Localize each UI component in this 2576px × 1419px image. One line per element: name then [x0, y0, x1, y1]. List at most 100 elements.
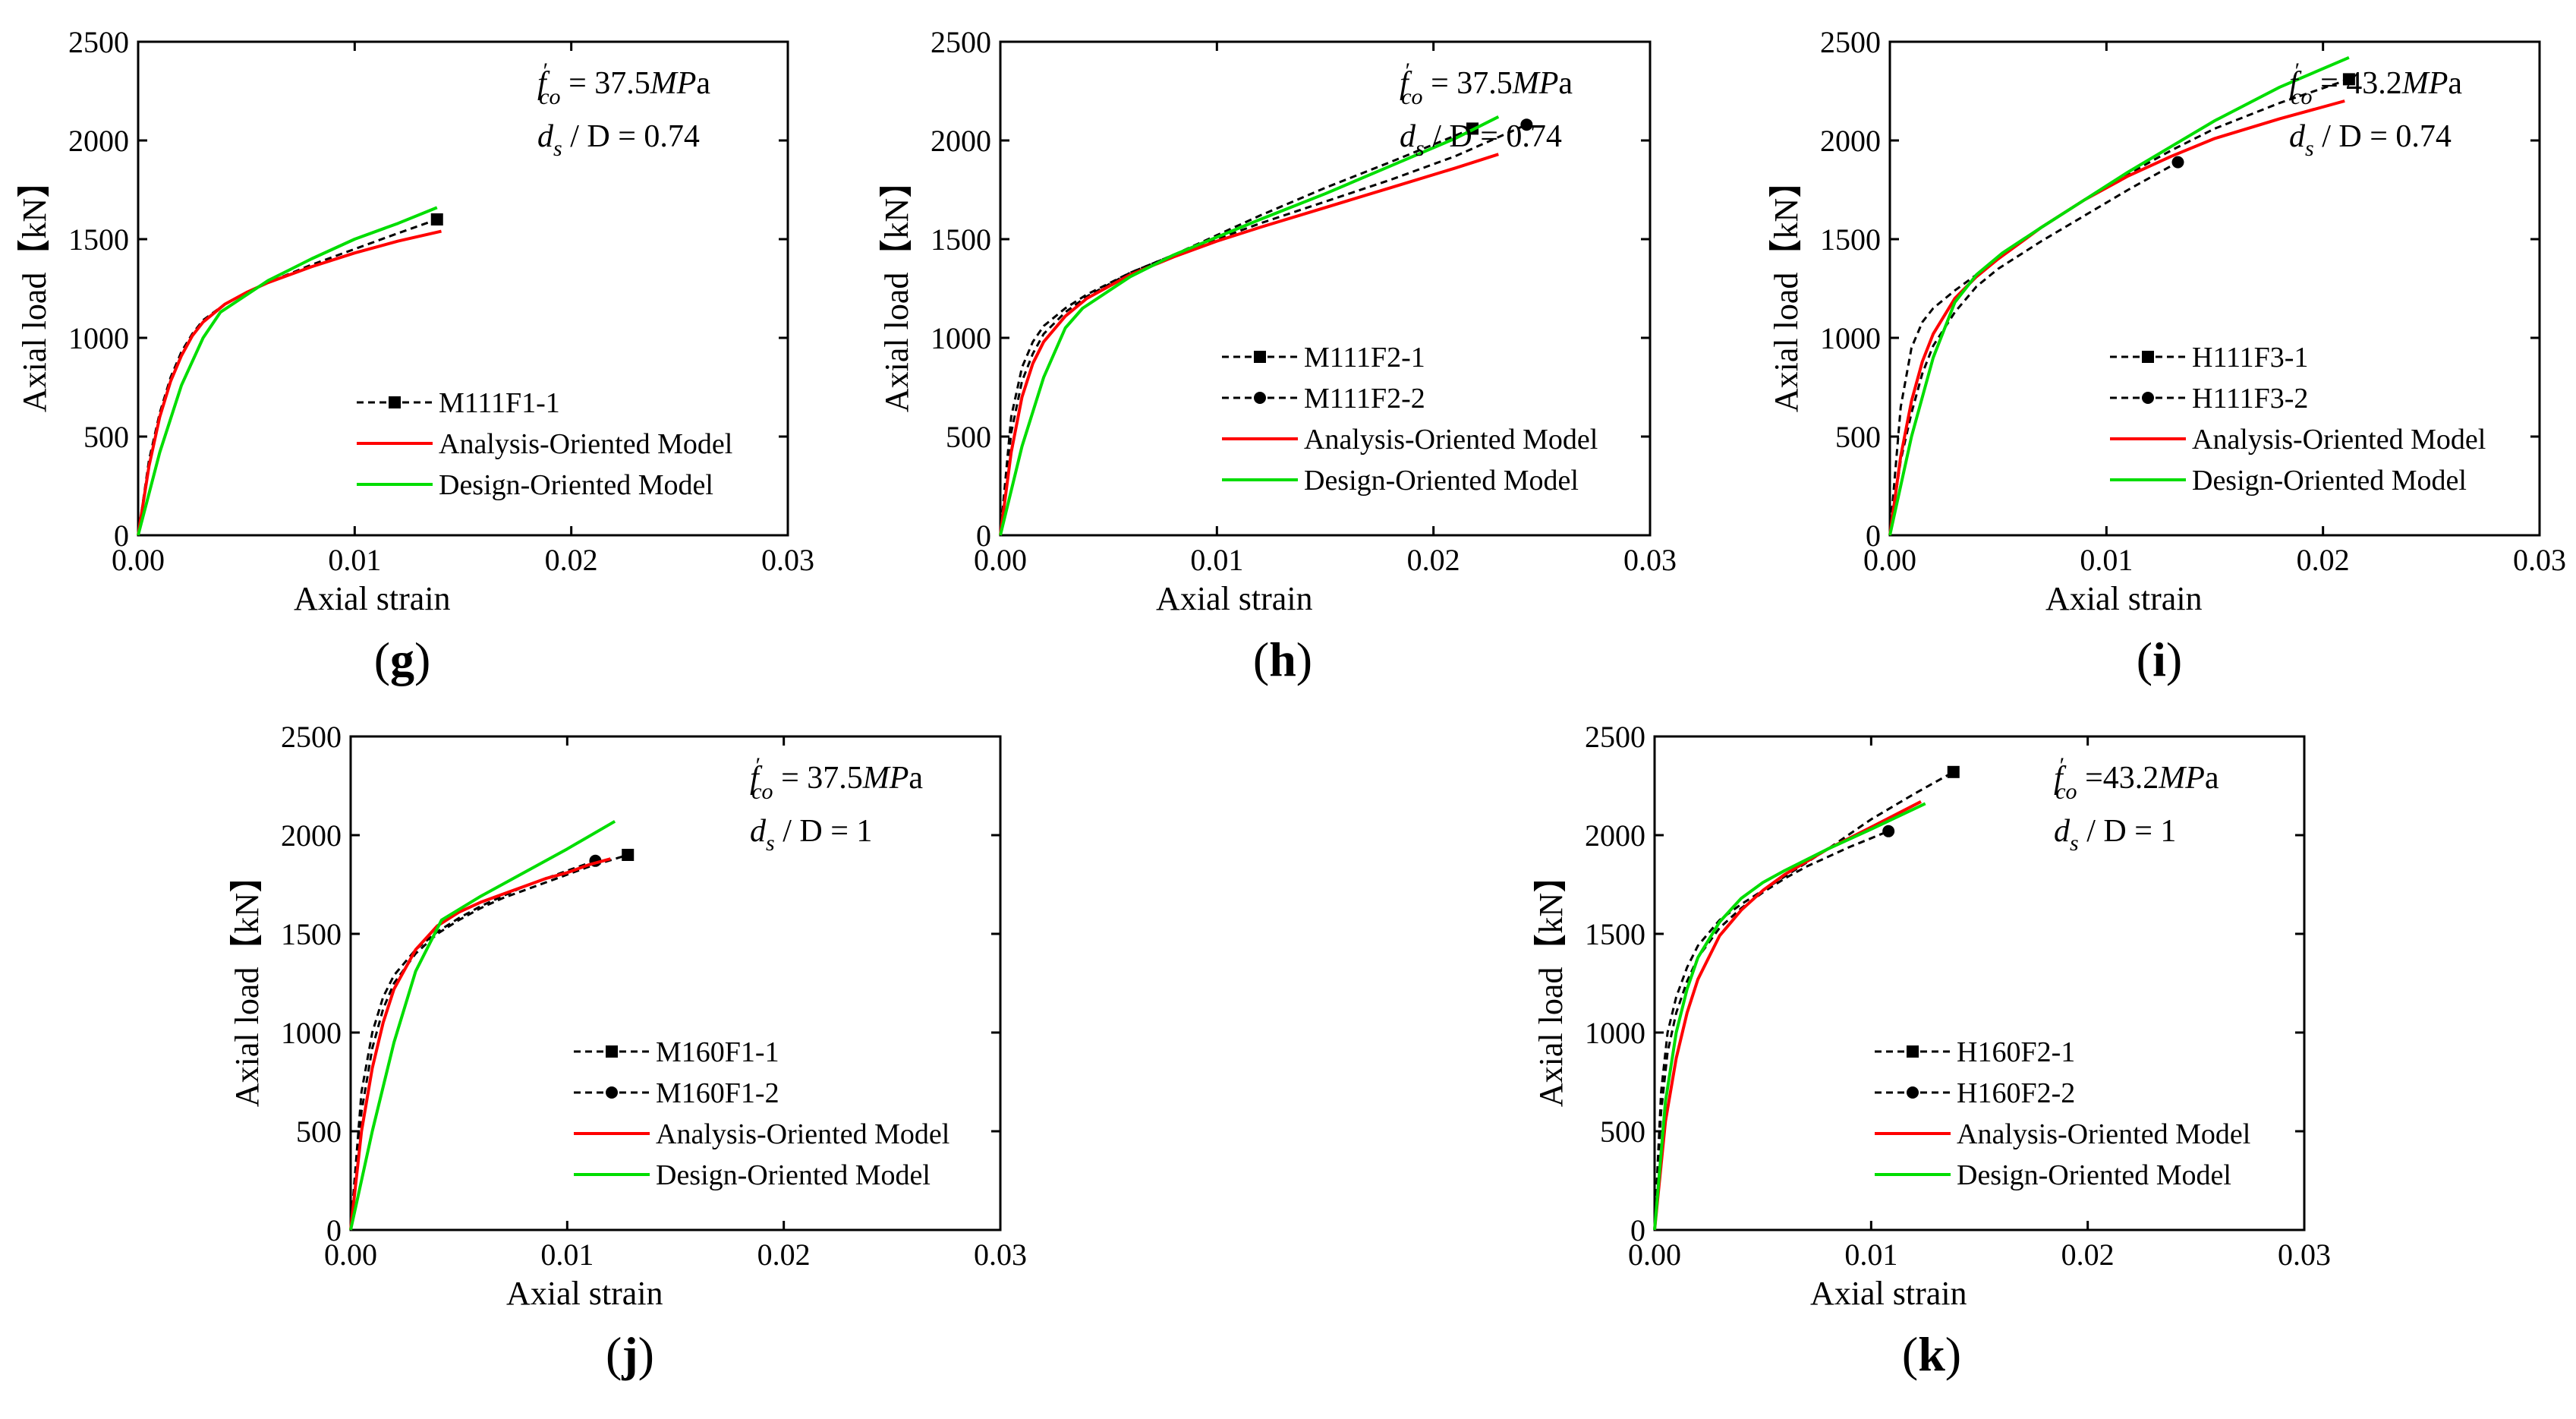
y-tick-label: 1500 — [281, 917, 342, 951]
anno-unit-tail: a — [2448, 66, 2462, 101]
legend-marker-circle — [1907, 1086, 1919, 1099]
y-tick-label: 1000 — [281, 1016, 342, 1050]
panel-label-letter: i — [2152, 632, 2166, 686]
legend-label: H111F3-2 — [2192, 383, 2308, 415]
chart-panel-j: 0.00 0.01 0.02 0.03 0 500 1000 1500 2000 2500 Axia… — [228, 720, 1027, 1381]
legend-marker-square — [1907, 1045, 1919, 1058]
series-line-analysis-oriented-model — [999, 153, 1499, 536]
legend-label: H111F3-1 — [2192, 342, 2308, 374]
anno-d: d — [1400, 119, 1416, 154]
x-tick-label: 0.01 — [1844, 1238, 1897, 1272]
anno-subscript-s: s — [2070, 831, 2079, 856]
y-tick-label: 1500 — [68, 222, 129, 257]
x-tick-label: 0.01 — [1190, 543, 1243, 577]
series-line-h111f3-2 — [1888, 161, 2179, 536]
plot-frame — [349, 735, 1002, 1231]
y-tick-label: 2000 — [931, 124, 991, 158]
legend-label: Analysis-Oriented Model — [1957, 1118, 2250, 1150]
panel-label-letter: h — [1269, 632, 1296, 686]
series-line-analysis-oriented-model — [1888, 99, 2345, 536]
series-end-marker-circle — [1882, 825, 1895, 837]
panel-label-close: ) — [2166, 632, 2182, 686]
legend-label: Analysis-Oriented Model — [439, 428, 732, 460]
legend-label: Analysis-Oriented Model — [656, 1118, 949, 1150]
x-tick-label: 0.00 — [1863, 543, 1916, 577]
x-axis-title: Axial strain — [2045, 580, 2203, 617]
panel-label: (k) — [1902, 1327, 1961, 1381]
x-tick-label: 0.02 — [757, 1238, 811, 1272]
x-tick-label: 0.02 — [2061, 1238, 2115, 1272]
annotation-ratio: ds / D = 0.74 — [2289, 119, 2452, 161]
legend: H160F2-1 H160F2-2 Analysis-Oriented Model D… — [1875, 1036, 2250, 1191]
anno-unit-tail: a — [696, 66, 710, 101]
series-line-m160f1-2 — [349, 859, 596, 1231]
anno-unit-tail: a — [1558, 66, 1573, 101]
anno-subscript-s: s — [2305, 136, 2314, 161]
y-tick-label: 1000 — [1585, 1016, 1645, 1050]
y-tick-label: 0 — [326, 1213, 342, 1247]
series-line-design-oriented-model — [349, 820, 616, 1231]
anno-prime: ′ — [543, 58, 549, 84]
panel-label-open: ( — [606, 1327, 622, 1381]
series-line-m111f2-2 — [999, 123, 1528, 536]
y-tick-label: 1500 — [1820, 222, 1881, 257]
panel-label-open: ( — [1253, 632, 1269, 686]
annotation-ratio: ds / D = 0.74 — [537, 119, 700, 161]
series-line-design-oriented-model — [137, 206, 438, 536]
annotation-ratio: ds / D = 1 — [2054, 814, 2176, 856]
x-axis-title: Axial strain — [294, 580, 451, 617]
series-line-analysis-oriented-model — [1653, 800, 1922, 1231]
legend: M160F1-1 M160F1-2 Analysis-Oriented Model D… — [574, 1036, 949, 1191]
y-tick-label: 2000 — [281, 818, 342, 853]
panel-label-open: ( — [374, 632, 390, 686]
anno-subscript: co — [751, 779, 773, 804]
anno-d: d — [537, 119, 554, 154]
series-end-marker-circle — [2171, 156, 2184, 169]
x-tick-label: 0.00 — [1628, 1238, 1681, 1272]
x-axis-title: Axial strain — [1810, 1275, 1967, 1312]
anno-fco-value: = 37.5 — [773, 761, 863, 796]
x-axis-title: Axial strain — [506, 1275, 663, 1312]
panel-label: (j) — [606, 1327, 654, 1381]
anno-d: d — [2054, 814, 2071, 849]
legend-marker-circle — [2142, 392, 2154, 404]
anno-d: d — [750, 814, 767, 849]
anno-subscript: co — [2291, 84, 2312, 109]
y-tick-label: 1500 — [931, 222, 991, 257]
y-tick-label: 500 — [1600, 1115, 1645, 1149]
anno-unit-tail: a — [909, 761, 923, 796]
legend-label: M111F2-1 — [1304, 342, 1425, 374]
anno-ratio-value: / D = 0.74 — [2314, 119, 2452, 154]
x-tick-label: 0.02 — [545, 543, 598, 577]
y-tick-label: 500 — [296, 1115, 342, 1149]
legend-marker-circle — [606, 1086, 618, 1099]
y-axis-title: Axial load【kN】 — [1768, 165, 1805, 412]
legend-label: Analysis-Oriented Model — [2192, 424, 2486, 456]
y-tick-label: 1000 — [68, 321, 129, 355]
y-tick-label: 2500 — [1820, 25, 1881, 59]
annotation-fco: f′ co = 37.5MPa — [750, 753, 923, 804]
legend-marker-square — [389, 396, 401, 408]
y-tick-label: 0 — [1630, 1213, 1645, 1247]
panel-label-letter: g — [390, 632, 414, 686]
anno-unit-tail: a — [2205, 761, 2219, 796]
series-line-h160f2-2 — [1653, 830, 1889, 1231]
x-tick-label: 0.02 — [2297, 543, 2350, 577]
plot-frame — [1888, 40, 2541, 537]
y-tick-label: 2500 — [1585, 720, 1645, 754]
y-tick-label: 2500 — [931, 25, 991, 59]
panel-label-letter: j — [621, 1327, 638, 1381]
legend-label: M160F1-1 — [656, 1036, 779, 1068]
legend-label: M160F1-2 — [656, 1077, 779, 1109]
series-line-h111f3-1 — [1888, 77, 2350, 536]
anno-prime: ′ — [2060, 753, 2065, 778]
panel-label-letter: k — [1918, 1327, 1945, 1381]
panel-label-close: ) — [638, 1327, 654, 1381]
y-tick-label: 2000 — [68, 124, 129, 158]
legend-label: H160F2-2 — [1957, 1077, 2075, 1109]
panel-label: (g) — [374, 632, 431, 686]
y-tick-label: 2500 — [281, 720, 342, 754]
panel-label-close: ) — [1296, 632, 1312, 686]
chart-panel-g: 0.00 0.01 0.02 0.03 0 500 1000 1500 2000 2500 Axia… — [16, 25, 814, 686]
